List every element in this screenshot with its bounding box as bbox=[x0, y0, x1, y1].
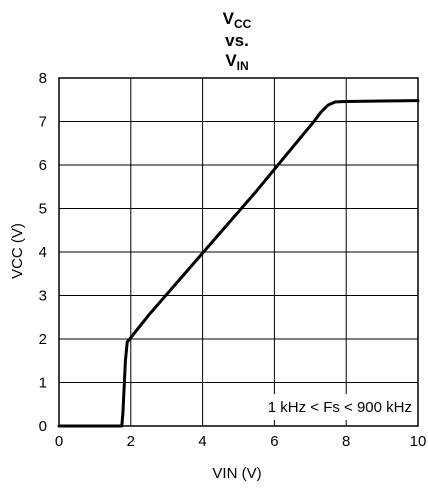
horizontal-gridlines bbox=[59, 121, 418, 383]
x-tick-label: 10 bbox=[410, 433, 427, 450]
y-tick-label: 6 bbox=[39, 157, 47, 174]
plot-frame bbox=[58, 77, 419, 427]
title-line3-main: V bbox=[225, 51, 237, 70]
y-tick-label: 5 bbox=[39, 201, 47, 218]
x-tick-label: 4 bbox=[198, 433, 206, 450]
x-tick-label: 0 bbox=[55, 433, 63, 450]
svg-text:VIN: VIN bbox=[225, 51, 248, 73]
annotation-text: 1 kHz < Fs < 900 kHz bbox=[268, 399, 412, 416]
y-tick-label: 2 bbox=[39, 331, 47, 348]
annotation-box bbox=[228, 394, 416, 420]
y-tick-label: 0 bbox=[39, 418, 47, 435]
y-tick-label: 3 bbox=[39, 288, 47, 305]
svg-text:VCC: VCC bbox=[223, 9, 252, 31]
title-line3-sub: IN bbox=[237, 59, 249, 73]
x-tick-label: 8 bbox=[342, 433, 350, 450]
x-tick-label: 2 bbox=[127, 433, 135, 450]
title-line2: vs. bbox=[225, 31, 249, 50]
y-tick-label: 8 bbox=[39, 70, 47, 87]
series-line-vcc bbox=[57, 99, 420, 428]
y-tick-label: 7 bbox=[39, 114, 47, 131]
title-line1-sub: CC bbox=[234, 17, 252, 31]
y-tick-label: 4 bbox=[39, 244, 47, 261]
x-axis-label: VIN (V) bbox=[212, 465, 261, 482]
y-axis-label: VCC (V) bbox=[9, 223, 26, 279]
x-tick-label: 6 bbox=[270, 433, 278, 450]
title-line1-main: V bbox=[223, 9, 235, 28]
y-tick-label: 1 bbox=[39, 375, 47, 392]
chart-title: VCC vs. VIN bbox=[223, 9, 252, 73]
y-tick-labels: 0 1 2 3 4 5 6 7 8 bbox=[39, 70, 47, 435]
x-tick-labels: 0 2 4 6 8 10 bbox=[55, 433, 427, 450]
